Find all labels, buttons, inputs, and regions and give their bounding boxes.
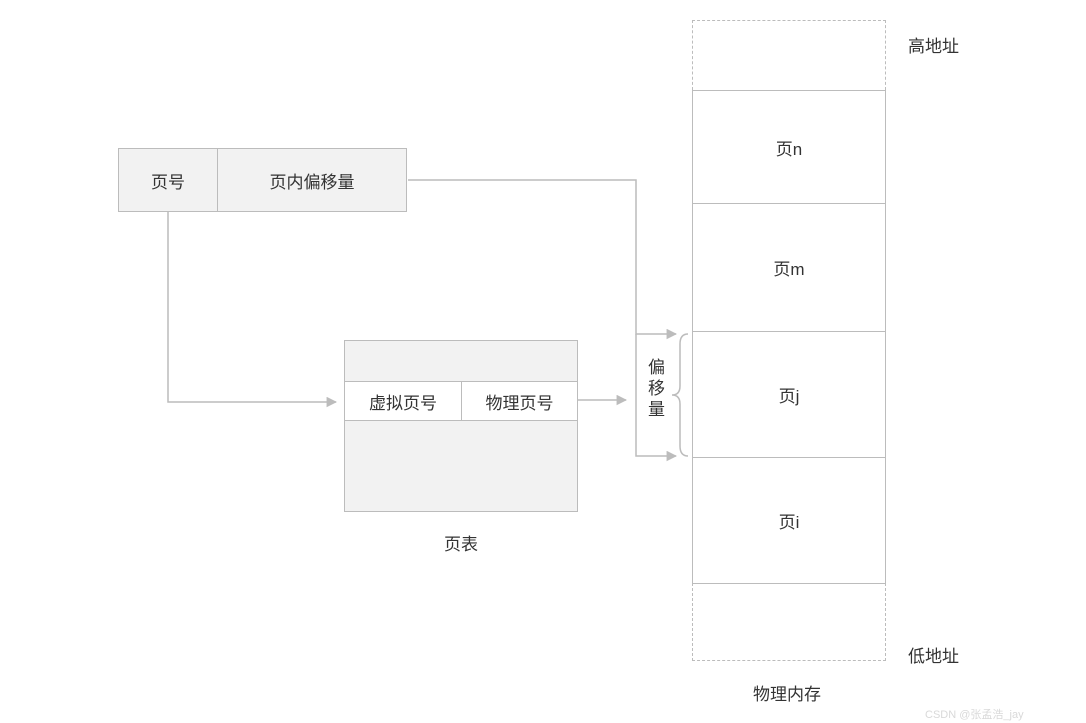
memory-page-n-label: 页n [776, 135, 802, 160]
high-address-label: 高地址 [908, 32, 959, 57]
address-offset-label: 页内偏移量 [270, 168, 355, 193]
memory-caption: 物理内存 [753, 680, 821, 705]
memory-bottom-gap [692, 583, 886, 661]
memory-page-n: 页n [692, 90, 886, 204]
low-address-label: 低地址 [908, 642, 959, 667]
address-page-number-label: 页号 [151, 168, 185, 193]
memory-top-gap [692, 20, 886, 90]
memory-page-j: 页j [692, 331, 886, 458]
page-table-top [344, 340, 578, 382]
page-table-virtual-cell: 虚拟页号 [344, 381, 462, 421]
address-offset: 页内偏移量 [217, 148, 407, 212]
page-table-physical-cell: 物理页号 [461, 381, 578, 421]
page-table-caption: 页表 [444, 530, 478, 555]
memory-page-i-label: 页i [779, 508, 800, 533]
memory-page-m: 页m [692, 203, 886, 332]
memory-page-j-label: 页j [779, 382, 800, 407]
memory-page-m-label: 页m [773, 255, 804, 280]
page-table-bottom [344, 420, 578, 512]
offset-brace-label: 偏移量 [642, 358, 667, 421]
address-page-number: 页号 [118, 148, 218, 212]
virtual-page-label: 虚拟页号 [369, 389, 437, 414]
watermark: CSDN @张孟浩_jay [925, 706, 1024, 722]
physical-page-label: 物理页号 [486, 389, 554, 414]
memory-page-i: 页i [692, 457, 886, 584]
